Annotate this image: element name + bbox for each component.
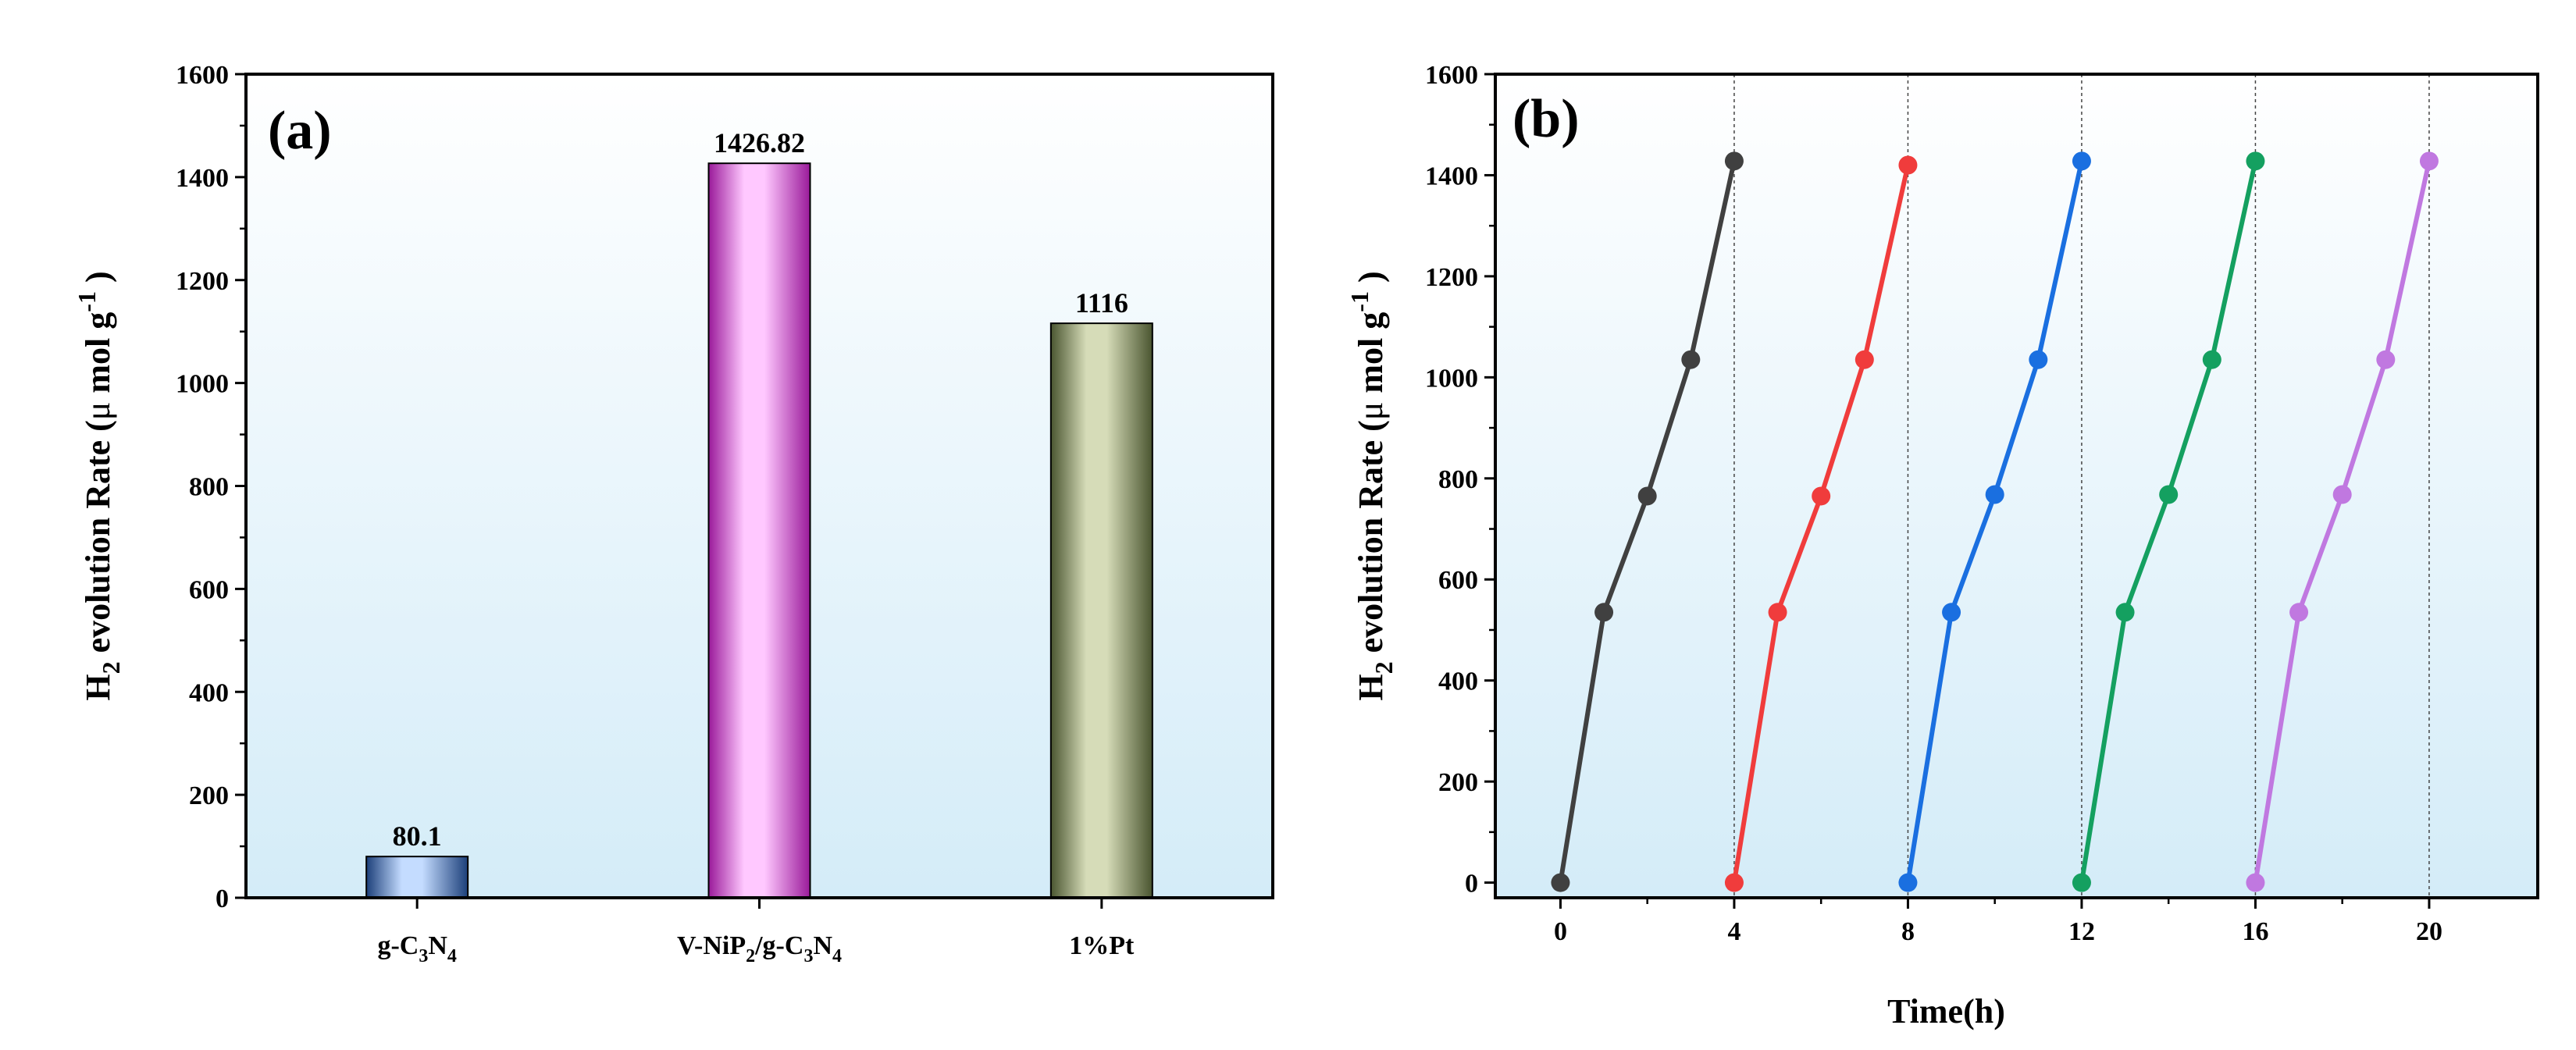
y-tick-label: 200 xyxy=(189,781,229,810)
y-axis-title-a: H2​ evolution Rate (μ mol g-1​ ) xyxy=(73,271,125,700)
x-category-label: g-C3​N4​ xyxy=(377,931,456,966)
y-tick-label: 1000 xyxy=(176,370,229,399)
data-point-cycle-5 xyxy=(2419,151,2439,171)
y-tick-label: 0 xyxy=(216,884,229,913)
data-point-cycle-5 xyxy=(2246,873,2265,892)
bar-2 xyxy=(1049,322,1153,899)
data-point-cycle-3 xyxy=(1942,603,1961,622)
panel-label-a: (a) xyxy=(268,101,332,161)
bar-1 xyxy=(707,162,811,899)
data-point-cycle-2 xyxy=(1768,603,1787,622)
data-point-cycle-3 xyxy=(1898,873,1918,892)
x-category-label: 1%Pt xyxy=(1069,931,1135,960)
y-tick-label: 200 xyxy=(1438,768,1478,797)
data-point-cycle-2 xyxy=(1724,873,1744,892)
axes-frame-a xyxy=(244,73,1274,899)
y-tick-label: 1400 xyxy=(1425,162,1478,190)
data-point-cycle-1 xyxy=(1681,350,1701,369)
data-point-cycle-5 xyxy=(2376,350,2396,369)
bar-value-label: 1426.82 xyxy=(714,127,805,158)
data-point-cycle-1 xyxy=(1724,151,1744,171)
x-axis-title-b: Time(h) xyxy=(1887,992,2005,1030)
data-point-cycle-5 xyxy=(2332,485,2352,504)
panel-a-bar-chart: 0 200 400 600 800 1000 1200 1400 1600 80.1 g-C3​N4… xyxy=(73,61,1274,966)
bar-0 xyxy=(365,856,469,899)
data-point-cycle-3 xyxy=(2029,350,2048,369)
x-tick-label: 12 xyxy=(2068,917,2095,946)
data-point-cycle-3 xyxy=(1985,485,2004,504)
data-point-cycle-4 xyxy=(2115,603,2135,622)
y-tick-label: 600 xyxy=(1438,566,1478,595)
y-tick-label: 400 xyxy=(189,678,229,707)
y-tick-label: 800 xyxy=(189,473,229,502)
data-point-cycle-3 xyxy=(2072,151,2091,171)
data-point-cycle-1 xyxy=(1551,873,1570,892)
x-tick-label: 0 xyxy=(1554,917,1567,946)
y-axis-title-b: H2​ evolution Rate (μ mol g-1​ ) xyxy=(1345,271,1398,700)
data-point-cycle-1 xyxy=(1594,603,1614,622)
y-tick-label: 1000 xyxy=(1425,364,1478,393)
y-tick-label: 1200 xyxy=(1425,263,1478,292)
data-point-cycle-2 xyxy=(1855,350,1874,369)
axes-frame-b xyxy=(1494,73,2539,899)
data-point-cycle-2 xyxy=(1812,486,1831,506)
y-tick-label: 1400 xyxy=(176,164,229,193)
y-tick-label: 1600 xyxy=(176,61,229,90)
panel-b-cycle-line-chart: 0 200 400 600 800 1000 1200 1400 1600 0 4 8 12 16 20 (b… xyxy=(1345,61,2539,1030)
data-point-cycle-4 xyxy=(2246,151,2265,171)
y-tick-label: 1200 xyxy=(176,267,229,296)
x-tick-label: 4 xyxy=(1727,917,1740,946)
y-tick-label: 400 xyxy=(1438,667,1478,696)
y-tick-label: 800 xyxy=(1438,465,1478,494)
data-point-cycle-2 xyxy=(1898,155,1918,175)
x-category-label: V-NiP2​/g-C3​N4​ xyxy=(677,931,842,966)
data-point-cycle-4 xyxy=(2159,485,2179,504)
data-point-cycle-1 xyxy=(1637,486,1657,506)
bar-value-label: 1116 xyxy=(1075,287,1128,319)
y-tick-label: 1600 xyxy=(1425,61,1478,90)
panel-label-b: (b) xyxy=(1512,89,1580,149)
plot-area-b xyxy=(1495,74,2538,898)
bar-value-label: 80.1 xyxy=(393,820,442,852)
y-tick-label: 600 xyxy=(189,575,229,604)
data-point-cycle-4 xyxy=(2072,873,2091,892)
x-tick-label: 16 xyxy=(2242,917,2268,946)
x-tick-label: 8 xyxy=(1901,917,1915,946)
data-point-cycle-4 xyxy=(2202,350,2221,369)
data-point-cycle-5 xyxy=(2289,603,2309,622)
x-tick-label: 20 xyxy=(2416,917,2442,946)
y-tick-label: 0 xyxy=(1465,870,1478,899)
